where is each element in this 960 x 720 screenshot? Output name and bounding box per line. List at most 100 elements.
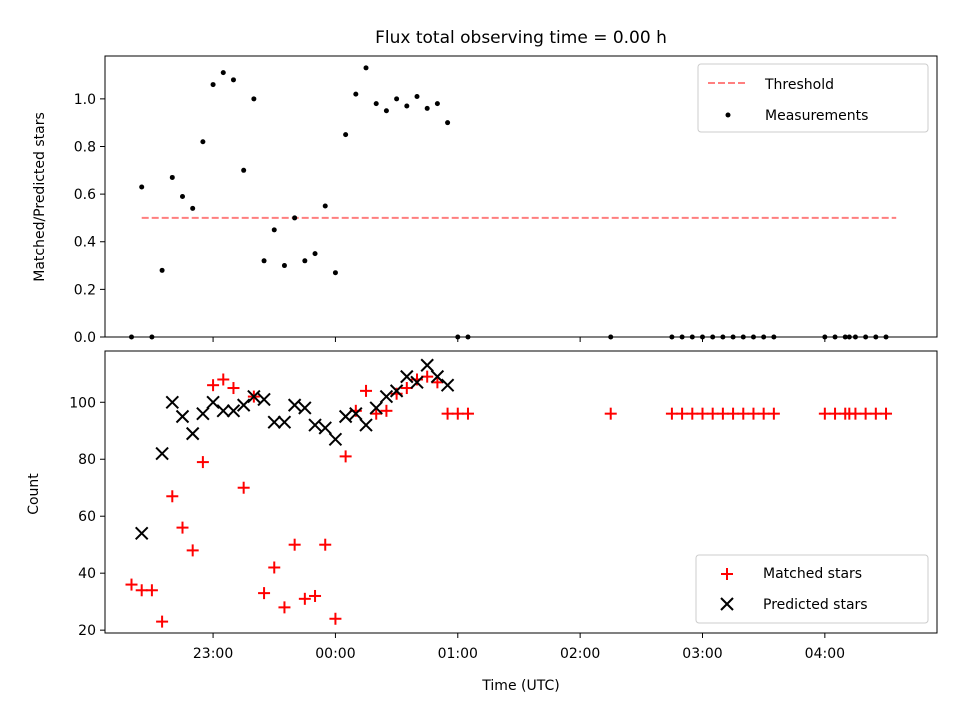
measurement-point xyxy=(292,215,298,221)
matched-star-point xyxy=(125,578,138,591)
predicted-star-point xyxy=(349,406,363,421)
matched-star-point xyxy=(370,407,383,420)
predicted-star-point xyxy=(155,446,169,461)
measurement-point xyxy=(434,101,440,107)
measurement-point xyxy=(220,70,226,76)
measurements-legend-label: Measurements xyxy=(765,108,868,124)
predicted-star-stroke-b xyxy=(247,389,261,404)
measurement-point xyxy=(210,82,216,88)
matched-star-point xyxy=(441,407,454,420)
measurement-point xyxy=(169,174,175,180)
predicted-star-point xyxy=(216,404,230,418)
matched-star-point xyxy=(665,407,678,420)
measurement-point xyxy=(414,93,420,99)
top-y-axis-label: Matched/Predicted stars xyxy=(32,112,48,282)
top-legend: Threshold Measurements xyxy=(697,63,929,133)
measurement-point xyxy=(281,263,287,269)
top-y-tick-label: 0.8 xyxy=(74,139,96,155)
predicted-star-point xyxy=(369,401,383,415)
predicted-star-point xyxy=(410,375,424,390)
predicted-star-stroke-b xyxy=(216,404,230,418)
top-chart-title: Flux total observing time = 0.00 h xyxy=(375,28,667,48)
predicted-star-point xyxy=(359,418,373,432)
bottom-plot-frame xyxy=(104,350,938,634)
matched-star-point xyxy=(196,456,209,469)
matched-star-point xyxy=(156,615,169,628)
x-tick-label: 04:00 xyxy=(805,646,845,662)
matched-star-point xyxy=(757,407,770,420)
measurements-legend-swatch xyxy=(725,112,731,118)
predicted-star-point xyxy=(267,415,281,429)
predicted-star-stroke-b xyxy=(185,426,200,441)
matched-star-point xyxy=(686,407,699,420)
matched-star-point xyxy=(339,450,352,463)
top-y-tick-label: 0.6 xyxy=(74,187,96,203)
matched-star-point xyxy=(869,407,882,420)
matched-star-point xyxy=(319,538,332,551)
measurement-point xyxy=(261,258,267,264)
top-panel: Flux total observing time = 0.00 h Match… xyxy=(32,28,938,346)
measurement-point xyxy=(312,251,318,257)
matched-star-point xyxy=(135,584,148,597)
predicted-star-point xyxy=(379,389,394,404)
matched-legend-label: Matched stars xyxy=(763,566,862,582)
predicted-star-stroke-b xyxy=(379,389,394,404)
measurement-point xyxy=(302,258,308,264)
matched-star-point xyxy=(880,407,893,420)
predicted-star-stroke-b xyxy=(308,418,322,432)
predicted-star-point xyxy=(328,432,343,447)
matched-star-point xyxy=(237,481,250,494)
predicted-star-point xyxy=(226,404,241,418)
predicted-star-stroke-b xyxy=(267,415,281,429)
measurement-point xyxy=(190,205,196,211)
predicted-star-point xyxy=(287,398,302,412)
matched-star-point xyxy=(207,379,220,392)
matched-star-point xyxy=(727,407,740,420)
predicted-star-stroke-b xyxy=(155,446,169,461)
matched-star-point xyxy=(676,407,689,420)
matched-star-point xyxy=(604,407,617,420)
bottom-y-axis-label: Count xyxy=(26,473,42,515)
matched-star-point xyxy=(166,490,179,503)
predicted-star-point xyxy=(308,418,322,432)
predicted-star-stroke-b xyxy=(420,358,434,372)
measurement-point xyxy=(445,120,451,126)
predicted-star-point xyxy=(247,389,261,404)
bottom-y-tick-label: 20 xyxy=(78,623,96,639)
measurement-point xyxy=(139,184,145,190)
matched-star-point xyxy=(431,376,444,389)
top-y-tick-label: 0.4 xyxy=(74,235,96,251)
predicted-legend-swatch xyxy=(720,597,734,611)
measurement-point xyxy=(383,108,389,114)
measurement-point xyxy=(241,167,247,173)
x-tick-label: 02:00 xyxy=(560,646,600,662)
predicted-star-stroke-b xyxy=(430,369,445,384)
count-points xyxy=(125,358,893,628)
matched-star-point xyxy=(461,407,474,420)
top-legend-box xyxy=(697,63,929,133)
predicted-star-point xyxy=(185,426,200,441)
matched-star-point xyxy=(298,592,311,605)
predicted-star-stroke-b xyxy=(369,401,383,415)
predicted-star-point xyxy=(318,421,332,435)
matched-star-point xyxy=(380,404,393,417)
bottom-legend: Matched stars Predicted stars xyxy=(695,554,929,624)
matched-legend-swatch xyxy=(721,568,733,580)
predicted-star-point xyxy=(206,395,220,409)
x-tick-label: 23:00 xyxy=(193,646,233,662)
predicted-star-stroke-b xyxy=(389,384,404,398)
measurement-point xyxy=(424,105,430,111)
predicted-star-point xyxy=(236,398,251,412)
predicted-star-stroke-b xyxy=(440,378,455,392)
matched-star-point xyxy=(329,612,342,625)
predicted-star-stroke-b xyxy=(298,401,312,415)
matched-star-point xyxy=(268,561,281,574)
predicted-star-point xyxy=(257,392,271,407)
top-y-tick-label: 0.0 xyxy=(74,330,96,346)
matched-star-point xyxy=(829,407,842,420)
matched-star-point xyxy=(859,407,872,420)
predicted-star-point xyxy=(420,358,434,372)
predicted-star-stroke-b xyxy=(318,421,332,435)
predicted-star-stroke-b xyxy=(175,409,190,424)
measurement-point xyxy=(251,96,257,102)
